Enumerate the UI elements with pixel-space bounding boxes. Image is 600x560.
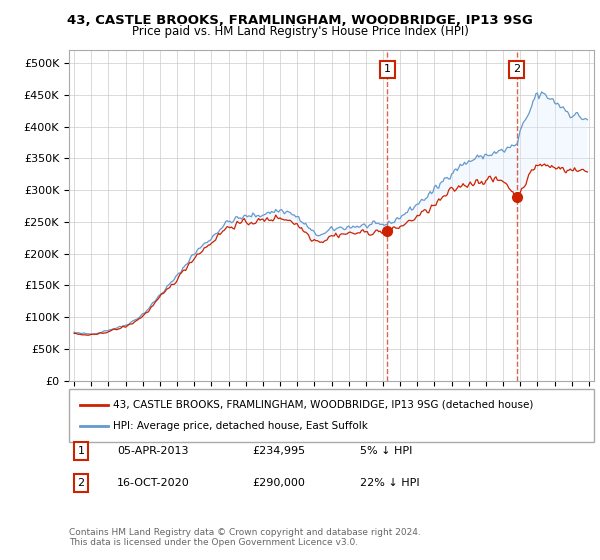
Text: 2: 2 [77,478,85,488]
Text: 1: 1 [77,446,85,456]
Text: 43, CASTLE BROOKS, FRAMLINGHAM, WOODBRIDGE, IP13 9SG: 43, CASTLE BROOKS, FRAMLINGHAM, WOODBRID… [67,14,533,27]
Text: HPI: Average price, detached house, East Suffolk: HPI: Average price, detached house, East… [113,421,368,431]
Text: Contains HM Land Registry data © Crown copyright and database right 2024.
This d: Contains HM Land Registry data © Crown c… [69,528,421,547]
Text: 2: 2 [513,64,520,74]
Text: 05-APR-2013: 05-APR-2013 [117,446,188,456]
Text: £290,000: £290,000 [252,478,305,488]
Text: 22% ↓ HPI: 22% ↓ HPI [360,478,419,488]
Text: 16-OCT-2020: 16-OCT-2020 [117,478,190,488]
Text: Price paid vs. HM Land Registry's House Price Index (HPI): Price paid vs. HM Land Registry's House … [131,25,469,38]
Text: £234,995: £234,995 [252,446,305,456]
Text: 43, CASTLE BROOKS, FRAMLINGHAM, WOODBRIDGE, IP13 9SG (detached house): 43, CASTLE BROOKS, FRAMLINGHAM, WOODBRID… [113,400,533,410]
Text: 1: 1 [384,64,391,74]
Text: 5% ↓ HPI: 5% ↓ HPI [360,446,412,456]
